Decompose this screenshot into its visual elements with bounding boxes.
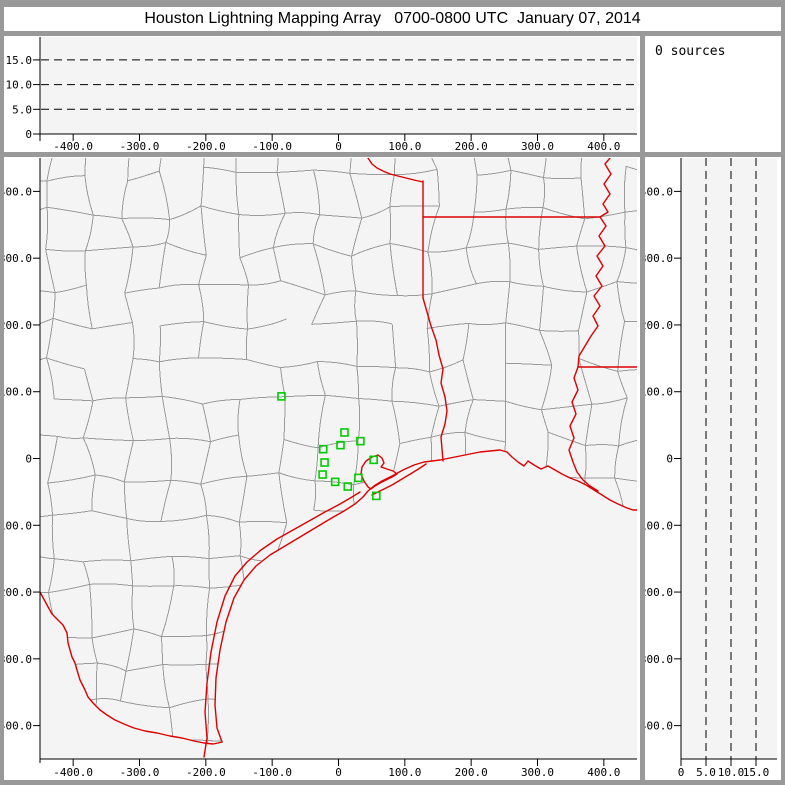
lma-station-marker	[336, 440, 345, 450]
ns-tick-label: 400.0	[4, 720, 32, 733]
lma-station-marker	[369, 455, 378, 465]
galveston-bay-outline	[360, 454, 398, 490]
alt-ns-plot-area[interactable]	[681, 158, 777, 759]
ew-tick-label: 100.0	[388, 766, 421, 779]
ns-tick-label: -200.0	[4, 319, 32, 332]
alt-tick-label: 15.0	[743, 766, 770, 779]
lma-station-marker	[340, 428, 349, 437]
ns-tick-label: 300.0	[645, 653, 673, 666]
ew-tick-label: 300.0	[521, 140, 554, 152]
red-river-border	[367, 158, 424, 183]
ew-tick-label: 300.0	[521, 766, 554, 779]
ns-tick-label: -400.0	[645, 185, 673, 198]
title-bar: Houston Lightning Mapping Array 0700-080…	[4, 7, 781, 31]
ns-tick-label: -300.0	[645, 252, 673, 265]
lma-station-marker	[318, 444, 328, 454]
alt-tick-label: 5.0	[696, 766, 716, 779]
alt-tick-label: 10.0	[718, 766, 745, 779]
map-axes: 400.0 -400.0 300.0 -300.0 200.0 -200.0 100.0 -1…	[4, 158, 637, 779]
ns-tick-label: 200.0	[645, 586, 673, 599]
sources-panel: 0 sources	[645, 36, 781, 152]
lma-station-marker	[320, 458, 329, 467]
ew-tick-label: -300.0	[120, 140, 160, 152]
alt-tick-label: 15.0	[6, 54, 33, 67]
altitude-vs-ew-panel: 0 5.0 10.0 15.0 -400.0 -300.0 -200.0 -100.0 0 100…	[4, 36, 640, 152]
ns-tick-label: 100.0	[645, 519, 673, 532]
alt-ns-axes: 400.0 300.0 200.0 100.0 0 -100.0 -200.0 -300.0 -…	[645, 158, 777, 779]
ns-tick-label: -300.0	[4, 252, 32, 265]
rio-grande-border	[40, 591, 223, 745]
ew-tick-label: 400.0	[587, 140, 620, 152]
ns-tick-label: 100.0	[4, 519, 32, 532]
ew-tick-label: -200.0	[186, 766, 226, 779]
ew-tick-label: -100.0	[252, 140, 292, 152]
mississippi-river-border	[568, 158, 612, 492]
ew-tick-label: -200.0	[186, 140, 226, 152]
ew-tick-label: -400.0	[53, 140, 93, 152]
ns-tick-label: -100.0	[4, 386, 32, 399]
ns-tick-label: 200.0	[4, 586, 32, 599]
mexico-blank-area	[40, 592, 222, 759]
ew-tick-label: 400.0	[587, 766, 620, 779]
ew-tick-label: -400.0	[53, 766, 93, 779]
ns-tick-label: -100.0	[645, 386, 673, 399]
gulf-coastline	[214, 449, 637, 743]
alt-tick-label: 5.0	[12, 103, 32, 116]
ew-tick-label: 200.0	[455, 140, 488, 152]
altitude-vs-ns-panel: 400.0 300.0 200.0 100.0 0 -100.0 -200.0 -300.0 -…	[645, 157, 781, 780]
lma-station-marker	[354, 473, 363, 483]
ns-tick-label: -400.0	[4, 185, 32, 198]
lma-station-marker	[372, 491, 381, 501]
ns-tick-label: -200.0	[645, 319, 673, 332]
lma-station-marker	[330, 477, 340, 487]
galveston-island	[371, 463, 427, 496]
alt-ew-axes: 0 5.0 10.0 15.0 -400.0 -300.0 -200.0 -100.0 0 100…	[6, 37, 637, 152]
lma-station-marker	[277, 392, 286, 401]
source-count-label: 0 sources	[655, 44, 726, 59]
ew-tick-label: 0	[335, 766, 342, 779]
alt-tick-label: 0	[678, 766, 685, 779]
ns-tick-label: 0	[25, 453, 32, 466]
ew-tick-label: 200.0	[455, 766, 488, 779]
lma-station-marker	[356, 436, 365, 446]
ew-tick-label: 0	[335, 140, 342, 152]
gulf-blank-area	[206, 450, 637, 759]
sabine-river-border	[422, 297, 448, 462]
ns-tick-label: 400.0	[645, 720, 673, 733]
plan-view-map-panel: 400.0 -400.0 300.0 -300.0 200.0 -200.0 100.0 -1…	[4, 157, 640, 780]
ns-tick-label: 300.0	[4, 653, 32, 666]
lma-station-markers	[277, 392, 381, 501]
ns-tick-label: 0	[666, 453, 673, 466]
lma-station-marker	[318, 470, 327, 479]
state-borders	[40, 158, 637, 758]
alt-tick-label: 0	[25, 128, 32, 141]
ew-tick-label: -300.0	[120, 766, 160, 779]
alt-tick-label: 10.0	[6, 79, 33, 92]
page-title: Houston Lightning Mapping Array 0700-080…	[144, 10, 641, 27]
alt-ew-plot-area[interactable]	[40, 37, 637, 134]
barrier-islands	[203, 491, 361, 758]
lma-station-marker	[343, 482, 353, 491]
ew-tick-label: -100.0	[252, 766, 292, 779]
ew-tick-label: 100.0	[388, 140, 421, 152]
